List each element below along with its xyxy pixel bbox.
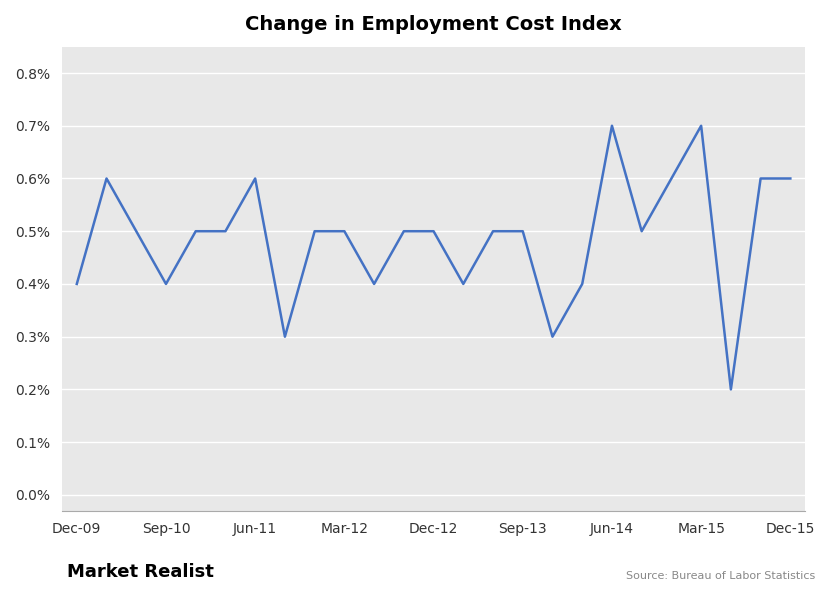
Title: Change in Employment Cost Index: Change in Employment Cost Index (245, 15, 622, 34)
Text: Source: Bureau of Labor Statistics: Source: Bureau of Labor Statistics (626, 571, 815, 581)
Text: Market Realist: Market Realist (67, 563, 214, 581)
